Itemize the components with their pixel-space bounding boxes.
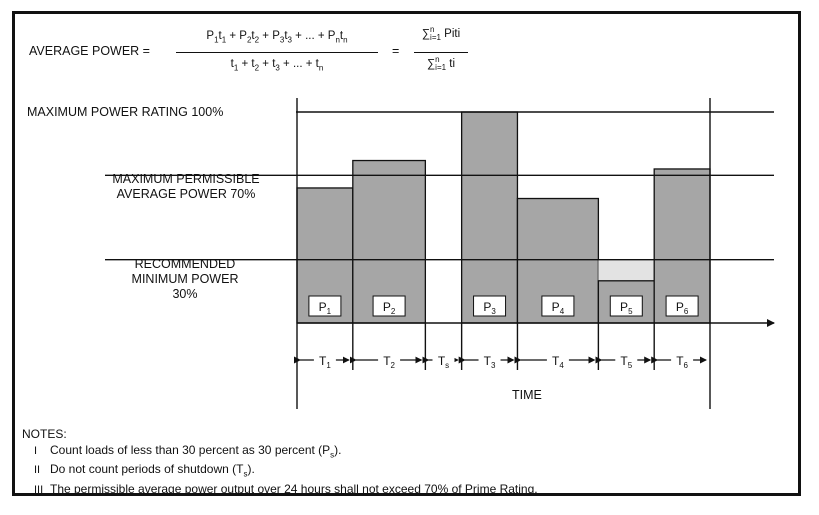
- bar-label-box-p3: [473, 295, 507, 317]
- notes-heading: NOTES:: [22, 427, 67, 441]
- sum-denominator: ∑ n i=1 ti: [426, 55, 456, 72]
- period-t2-label: T2: [383, 354, 395, 370]
- period-t1-label: T1: [319, 354, 331, 370]
- formula-lhs: AVERAGE POWER =: [29, 44, 150, 58]
- period-t5-label-bg: [615, 352, 638, 368]
- bar-label-p3: P3: [483, 300, 496, 316]
- num-term-1: P1t1: [206, 30, 227, 45]
- note-item-2: II Do not count periods of shutdown (Ts).: [34, 462, 255, 479]
- bar-label-box-p1: [308, 295, 342, 317]
- bar-label-box-p4: [541, 295, 575, 317]
- num-dots: + ... +: [295, 30, 325, 42]
- bar-label-p6: P6: [676, 300, 689, 316]
- num-term-n: Pntn: [327, 30, 348, 45]
- period-t5-label: T5: [620, 354, 632, 370]
- max-power-label: MAXIMUM POWER RATING 100%: [27, 105, 224, 119]
- power-bar-p3: [460, 111, 519, 324]
- formula-numerator: P1t1 + P2t2 + P3t3 + ... + Pntn: [206, 30, 348, 45]
- formula-denominator: t1 + t2 + t3 + ... + tn: [230, 58, 324, 73]
- period-t4-label-bg: [546, 352, 569, 368]
- bar-label-box-p2: [372, 295, 406, 317]
- formula-fraction-bar: [176, 52, 378, 53]
- period-t3-label: T3: [484, 354, 496, 370]
- formula-equals: =: [392, 44, 400, 58]
- period-t3-label-bg: [478, 352, 501, 368]
- period-t2-label-bg: [378, 352, 401, 368]
- period-t6-label: T6: [676, 354, 688, 370]
- num-term-3: P3t3: [272, 30, 292, 45]
- period-t6-label-bg: [671, 352, 694, 368]
- note-item-1: I Count loads of less than 30 percent as …: [34, 443, 342, 460]
- bar-label-box-p5: [609, 295, 643, 317]
- x-axis-label: TIME: [512, 388, 542, 402]
- num-term-2: P2t2: [239, 30, 260, 45]
- min-power-label: RECOMMENDED MINIMUM POWER 30%: [131, 257, 239, 301]
- bar-label-box-p6: [665, 295, 699, 317]
- period-t1-label-bg: [313, 352, 336, 368]
- sum-fraction-bar: [414, 52, 468, 53]
- bar-label-p2: P2: [383, 300, 396, 316]
- period-ts-label-bg: [432, 352, 455, 368]
- bar-label-p4: P4: [552, 300, 565, 316]
- sum-numerator: ∑ n i=1 Piti: [421, 25, 461, 42]
- period-ts-label: Ts: [438, 354, 449, 370]
- period-t4-label: T4: [552, 354, 564, 370]
- bar-label-p1: P1: [319, 300, 332, 316]
- bar-label-p5: P5: [620, 300, 633, 316]
- note-item-3: III The permissible average power output …: [34, 482, 538, 496]
